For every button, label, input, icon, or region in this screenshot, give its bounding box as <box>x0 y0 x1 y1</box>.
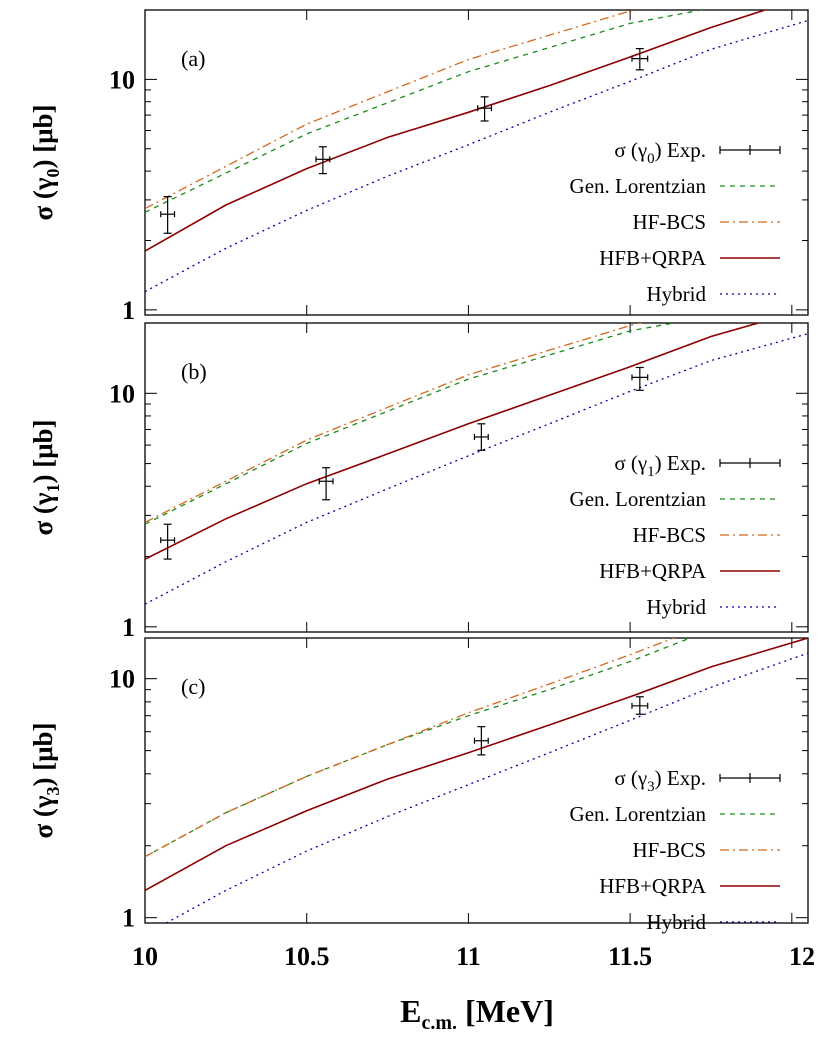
x-tick-label: 12 <box>789 942 815 971</box>
panel-label: (b) <box>181 359 207 384</box>
y-axis-label: σ (γ1) [μb] <box>28 419 63 535</box>
panels: 1 10 σ (γ0) [μb] (a) σ (γ0) Exp. Gen. Lorentz… <box>28 9 815 971</box>
x-tick-label: 11 <box>456 942 481 971</box>
series-line-hybrid <box>145 19 808 293</box>
legend-label: Gen. Lorentzian <box>570 174 707 198</box>
y-tick-label: 1 <box>122 904 135 933</box>
y-axis-label: σ (γ3) [μb] <box>28 722 63 838</box>
legend-label: HFB+QRPA <box>599 559 707 583</box>
legend-entry: HFB+QRPA <box>599 559 780 583</box>
legend-label: Hybrid <box>647 595 707 619</box>
y-tick-label: 1 <box>122 296 135 325</box>
legend-sample <box>719 458 781 468</box>
plot-frame <box>144 322 809 633</box>
series-line-hybrid <box>164 652 808 923</box>
panel-a: 1 10 σ (γ0) [μb] (a) σ (γ0) Exp. Gen. Lorentz… <box>28 9 809 325</box>
legend-label: HFB+QRPA <box>599 874 707 898</box>
exp-data-point <box>473 423 489 451</box>
plot-frame <box>144 9 809 316</box>
panel-label: (a) <box>181 46 205 71</box>
series-line-hfb-qrpa <box>145 10 768 252</box>
series-group <box>145 10 808 293</box>
legend-entry: σ (γ3) Exp. <box>614 766 781 795</box>
legend-label: HF-BCS <box>632 838 706 862</box>
series-group <box>145 638 808 923</box>
legend-entry: Gen. Lorentzian <box>570 802 780 826</box>
legend-label: Hybrid <box>647 910 707 934</box>
exp-data-point <box>477 96 493 122</box>
series-group <box>145 323 808 605</box>
series-line-hfb-qrpa <box>145 638 808 892</box>
series-line-hfb-qrpa <box>145 323 762 560</box>
legend: σ (γ0) Exp. Gen. Lorentzian HF-BCS HFB+QRPA… <box>570 138 781 306</box>
legend-entry: HF-BCS <box>632 523 780 547</box>
legend-label: Hybrid <box>647 282 707 306</box>
legend-label: σ (γ3) Exp. <box>614 766 706 795</box>
legend-label: HF-BCS <box>632 210 706 234</box>
exp-data-point <box>160 523 176 560</box>
series-line-gen-lorentzian <box>145 323 678 525</box>
exp-data-point <box>160 196 176 234</box>
series-line-gen-lorentzian <box>145 638 693 858</box>
series-line-hf-bcs <box>145 323 643 523</box>
legend-entry: HFB+QRPA <box>599 246 780 270</box>
series-line-hf-bcs <box>145 10 638 210</box>
exp-data-point <box>318 467 334 501</box>
exp-data-point <box>631 696 649 715</box>
y-tick-label: 1 <box>122 613 135 642</box>
x-tick-label: 11.5 <box>608 942 652 971</box>
series-line-hf-bcs <box>145 638 676 858</box>
series-line-hybrid <box>145 333 808 605</box>
exp-data-point <box>315 146 331 175</box>
panel-label: (c) <box>181 674 205 699</box>
y-tick-label: 10 <box>109 379 135 408</box>
x-tick-label: 10 <box>132 942 158 971</box>
legend-entry: Gen. Lorentzian <box>570 174 780 198</box>
y-axis-label: σ (γ0) [μb] <box>28 104 63 220</box>
panel-b: 1 10 σ (γ1) [μb] (b) σ (γ1) Exp. Gen. Lorentz… <box>28 322 809 642</box>
legend-entry: HF-BCS <box>632 210 780 234</box>
legend-entry: Gen. Lorentzian <box>570 487 780 511</box>
exp-data-point <box>473 726 489 756</box>
legend-sample <box>719 773 781 783</box>
y-tick-label: 10 <box>109 65 135 94</box>
legend-label: HFB+QRPA <box>599 246 707 270</box>
legend-sample <box>719 145 781 155</box>
legend-entry: σ (γ1) Exp. <box>614 451 781 480</box>
legend-label: HF-BCS <box>632 523 706 547</box>
legend: σ (γ1) Exp. Gen. Lorentzian HF-BCS HFB+QRPA… <box>570 451 781 619</box>
legend-label: σ (γ0) Exp. <box>614 138 706 167</box>
y-tick-label: 10 <box>109 665 135 694</box>
legend-label: Gen. Lorentzian <box>570 487 707 511</box>
legend-label: Gen. Lorentzian <box>570 802 707 826</box>
legend-entry: HF-BCS <box>632 838 780 862</box>
series-line-gen-lorentzian <box>145 10 705 213</box>
x-tick-label: 10.5 <box>284 942 330 971</box>
x-axis-label: Ec.m. [MeV] <box>400 993 554 1034</box>
plot-frame <box>144 637 809 924</box>
legend-entry: Hybrid <box>647 282 780 306</box>
exp-data-point <box>631 366 649 391</box>
legend-entry: Hybrid <box>647 595 780 619</box>
legend-entry: HFB+QRPA <box>599 874 780 898</box>
legend-entry: σ (γ0) Exp. <box>614 138 781 167</box>
panel-c: 1 10 10 10.5 11 11.5 12 σ (γ3) [μb] (c) σ (γ3) Ex… <box>28 637 815 971</box>
legend-label: σ (γ1) Exp. <box>614 451 706 480</box>
legend: σ (γ3) Exp. Gen. Lorentzian HF-BCS HFB+QRPA… <box>570 766 781 934</box>
legend-entry: Hybrid <box>647 910 780 934</box>
exp-data-point <box>631 48 649 71</box>
